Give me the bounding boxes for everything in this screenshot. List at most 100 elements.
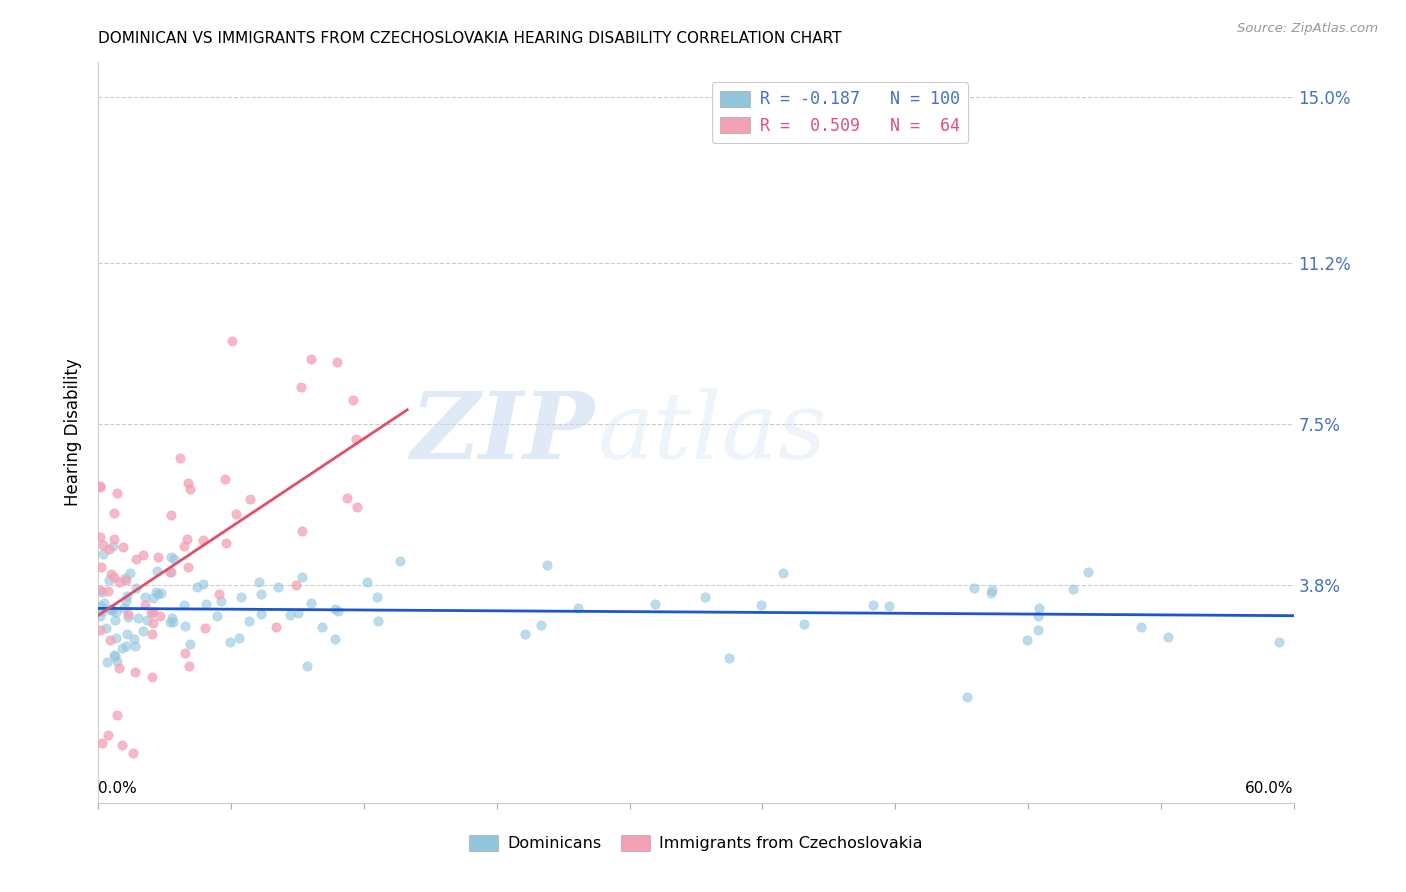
Point (117, 607, 139, 621)
Point (225, 507, 247, 521)
Point (142, 591, 165, 605)
Point (146, 564, 169, 578)
Legend: Dominicans, Immigrants from Czechoslovakia: Dominicans, Immigrants from Czechoslovak… (463, 829, 929, 858)
Point (91, 585, 114, 599)
Point (124, 665, 146, 680)
Point (176, 533, 198, 547)
Point (91, 604, 114, 618)
Point (93, 596, 115, 610)
Point (124, 640, 146, 654)
Point (125, 581, 148, 595)
Point (207, 609, 229, 624)
Point (100, 633, 122, 648)
Point (97, 728, 120, 742)
Point (104, 649, 127, 664)
Point (1028, 600, 1050, 615)
Point (328, 604, 350, 618)
Point (963, 581, 986, 595)
Text: ZIP: ZIP (411, 388, 595, 477)
Point (749, 598, 772, 612)
Point (91, 538, 114, 552)
Point (163, 552, 186, 566)
Point (209, 594, 232, 608)
Point (89, 583, 111, 598)
Point (97, 542, 120, 557)
Point (145, 584, 167, 599)
Point (301, 596, 323, 610)
Point (219, 634, 242, 648)
Point (117, 590, 139, 604)
Point (186, 581, 208, 595)
Point (117, 626, 139, 640)
Point (150, 586, 173, 600)
Point (141, 670, 163, 684)
Point (228, 632, 250, 646)
Point (249, 607, 271, 622)
Point (159, 566, 181, 580)
Point (1015, 632, 1038, 647)
Text: Source: ZipAtlas.com: Source: ZipAtlas.com (1237, 22, 1378, 36)
Point (111, 640, 134, 655)
Point (772, 566, 794, 580)
Point (100, 567, 122, 582)
Point (221, 334, 243, 349)
Point (238, 614, 260, 628)
Point (1028, 608, 1050, 623)
Point (1077, 565, 1099, 579)
Point (717, 650, 740, 665)
Point (173, 598, 195, 612)
Point (107, 574, 129, 589)
Point (169, 450, 191, 465)
Point (267, 580, 290, 594)
Point (980, 582, 1002, 597)
Point (693, 590, 716, 604)
Point (141, 627, 163, 641)
Point (107, 654, 129, 668)
Point (793, 617, 815, 632)
Point (194, 621, 217, 635)
Text: DOMINICAN VS IMMIGRANTS FROM CZECHOSLOVAKIA HEARING DISABILITY CORRELATION CHART: DOMINICAN VS IMMIGRANTS FROM CZECHOSLOVA… (98, 31, 842, 46)
Point (90, 736, 112, 750)
Point (291, 524, 314, 538)
Point (136, 613, 159, 627)
Point (644, 597, 666, 611)
Point (90, 599, 112, 613)
Point (176, 560, 198, 574)
Point (176, 475, 198, 490)
Point (173, 646, 195, 660)
Point (1268, 635, 1291, 649)
Point (1026, 624, 1049, 638)
Point (174, 618, 197, 632)
Point (323, 601, 346, 615)
Point (114, 571, 136, 585)
Point (118, 566, 141, 580)
Point (1062, 582, 1084, 596)
Point (287, 606, 309, 620)
Point (342, 392, 364, 407)
Point (214, 472, 236, 486)
Point (104, 605, 127, 619)
Point (239, 492, 262, 507)
Point (513, 627, 536, 641)
Point (101, 602, 124, 616)
Point (89, 530, 111, 544)
Point (195, 597, 218, 611)
Point (215, 536, 238, 550)
Point (367, 615, 389, 629)
Point (1129, 620, 1152, 634)
Point (179, 482, 201, 496)
Point (530, 618, 553, 632)
Point (103, 613, 125, 627)
Point (146, 587, 169, 601)
Point (117, 610, 139, 624)
Point (89, 479, 111, 493)
Point (112, 541, 135, 555)
Text: 0.0%: 0.0% (98, 781, 138, 796)
Point (177, 659, 200, 673)
Point (250, 587, 273, 601)
Point (103, 648, 125, 662)
Point (96, 655, 118, 669)
Point (366, 591, 388, 605)
Point (160, 565, 183, 579)
Text: 60.0%: 60.0% (1246, 781, 1294, 796)
